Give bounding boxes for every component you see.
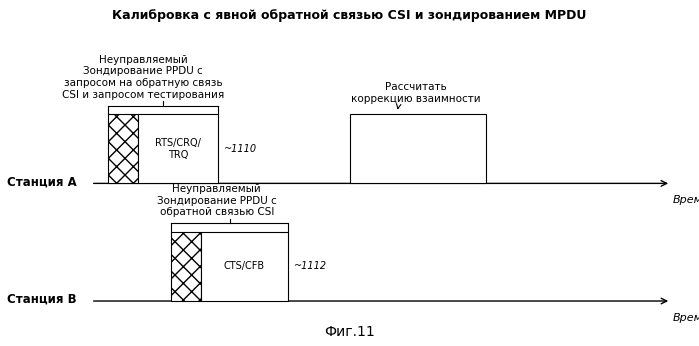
Text: Время: Время bbox=[673, 195, 699, 206]
Text: Станция А: Станция А bbox=[7, 175, 77, 188]
Text: Неуправляемый
Зондирование PPDU с
обратной связью CSI: Неуправляемый Зондирование PPDU с обратн… bbox=[157, 184, 277, 217]
Bar bbox=[108, 114, 138, 183]
Bar bbox=[171, 232, 201, 301]
Text: ~1110: ~1110 bbox=[224, 144, 257, 154]
Bar bbox=[138, 114, 218, 183]
Text: Станция В: Станция В bbox=[7, 293, 77, 306]
Text: Рассчитать
коррекцию взаимности: Рассчитать коррекцию взаимности bbox=[351, 82, 481, 104]
Bar bbox=[201, 232, 288, 301]
Text: Фиг.11: Фиг.11 bbox=[324, 325, 375, 339]
Text: CTS/CFB: CTS/CFB bbox=[224, 262, 265, 271]
Text: Калибровка с явной обратной связью CSI и зондированием MPDU: Калибровка с явной обратной связью CSI и… bbox=[113, 9, 586, 22]
Text: ~1112: ~1112 bbox=[294, 262, 326, 271]
Bar bbox=[350, 114, 486, 183]
Text: Время: Время bbox=[673, 313, 699, 323]
Text: Неуправляемый
Зондирование PPDU с
запросом на обратную связь
CSI и запросом тест: Неуправляемый Зондирование PPDU с запрос… bbox=[62, 55, 224, 100]
Text: RTS/CRQ/
TRQ: RTS/CRQ/ TRQ bbox=[155, 138, 201, 160]
